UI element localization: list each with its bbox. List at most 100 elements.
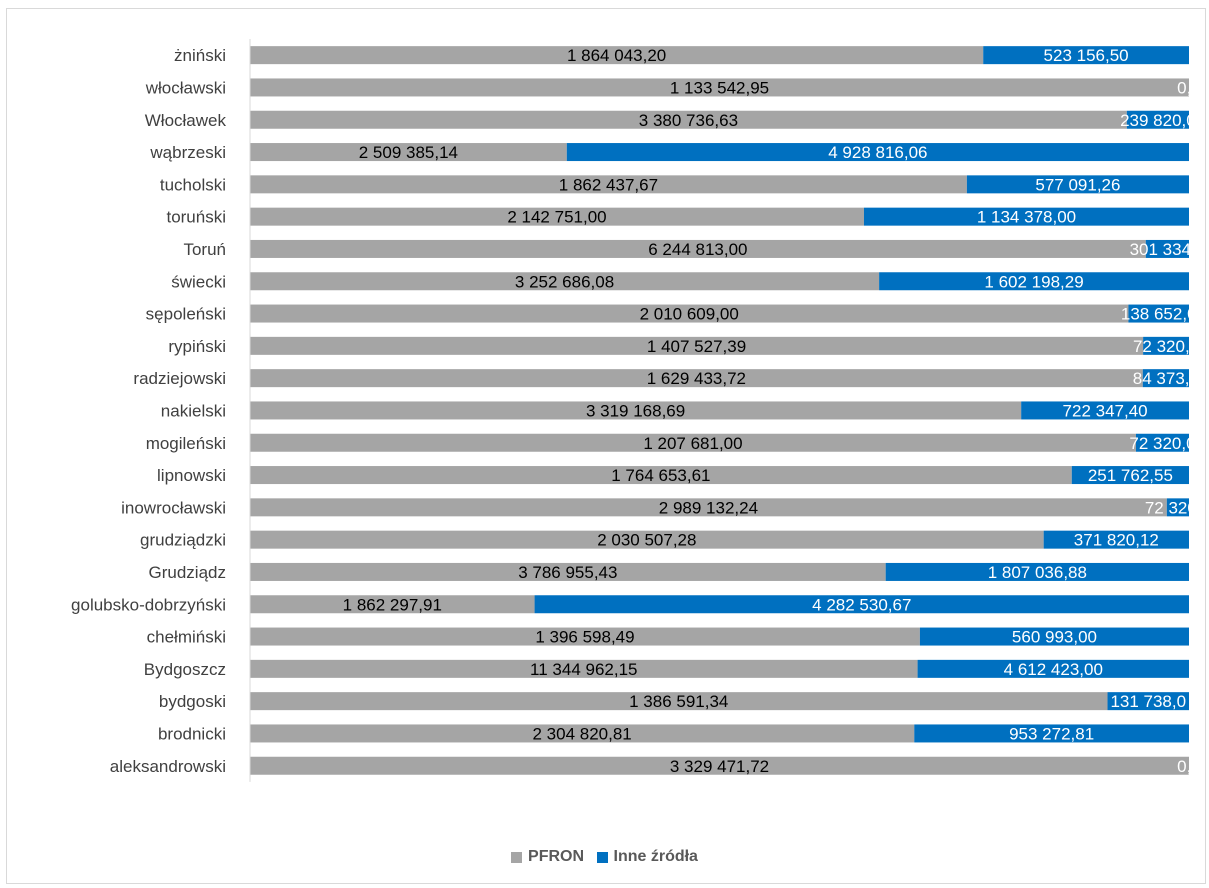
data-label-inne-zrodla: 84 373,0 <box>1133 369 1199 388</box>
bar-pfron <box>250 401 1022 420</box>
data-label-pfron: 3 380 736,63 <box>639 111 738 130</box>
data-label-inne-zrodla: 72 320,0 <box>1145 498 1209 517</box>
data-label-inne-zrodla: 560 993,00 <box>1012 628 1097 647</box>
category-label: aleksandrowski <box>110 757 226 776</box>
data-label-inne-zrodla: 138 652,0 <box>1121 305 1197 324</box>
category-label: Włocławek <box>145 111 227 130</box>
bar-pfron <box>250 143 567 162</box>
data-label-pfron: 1 396 598,49 <box>535 628 634 647</box>
data-label-inne-zrodla: 4 928 816,06 <box>828 143 927 162</box>
category-label: brodnicki <box>158 724 226 743</box>
bar-inne-zrodla <box>1135 433 1189 452</box>
data-label-pfron: 1 864 043,20 <box>567 46 666 65</box>
category-label: radziejowski <box>133 369 226 388</box>
data-label-inne-zrodla: 72 320,0 <box>1129 434 1195 453</box>
bar-inne-zrodla <box>966 175 1189 194</box>
data-label-inne-zrodla: 239 820,0 <box>1120 111 1196 130</box>
data-label-inne-zrodla: 0,0 <box>1177 78 1201 97</box>
data-label-pfron: 2 304 820,81 <box>532 724 631 743</box>
bar-pfron <box>250 78 1189 97</box>
category-label: wąbrzeski <box>149 143 226 162</box>
data-label-inne-zrodla: 953 272,81 <box>1009 724 1094 743</box>
bar-inne-zrodla <box>863 207 1189 226</box>
bar-inne-zrodla <box>917 659 1189 678</box>
data-label-inne-zrodla: 1 134 378,00 <box>977 208 1076 227</box>
data-label-pfron: 1 407 527,39 <box>647 337 746 356</box>
bar-inne-zrodla <box>1143 336 1189 355</box>
bar-pfron <box>250 595 535 614</box>
category-label: inowrocławski <box>121 498 226 517</box>
bar-inne-zrodla <box>1071 466 1189 485</box>
category-label: Grudziądz <box>149 563 226 582</box>
category-label: świecki <box>171 272 226 291</box>
data-label-pfron: 1 207 681,00 <box>643 434 742 453</box>
bar-pfron <box>250 433 1136 452</box>
data-label-pfron: 11 344 962,15 <box>530 660 637 679</box>
bar-inne-zrodla <box>566 143 1189 162</box>
data-label-pfron: 2 030 507,28 <box>597 531 696 550</box>
data-label-inne-zrodla: 523 156,50 <box>1044 46 1129 65</box>
bar-pfron <box>250 724 915 743</box>
data-label-inne-zrodla: 1 602 198,29 <box>984 272 1083 291</box>
bar-inne-zrodla <box>1166 498 1189 517</box>
bar-pfron <box>250 336 1144 355</box>
bar-pfron <box>250 498 1167 517</box>
bar-inne-zrodla <box>1021 401 1189 420</box>
category-label: chełmiński <box>147 628 226 647</box>
legend-item-inne-zrodla: Inne źródła <box>596 848 698 866</box>
legend-swatch-inne-zrodla <box>596 851 608 863</box>
category-label: Bydgoszcz <box>144 660 226 679</box>
bar-pfron <box>250 562 886 581</box>
category-label: nakielski <box>161 401 226 420</box>
bar-inne-zrodla <box>1128 304 1189 323</box>
category-label: Toruń <box>183 240 226 259</box>
category-label: sępoleński <box>146 305 226 324</box>
data-label-inne-zrodla: 4 282 530,67 <box>812 595 911 614</box>
bar-inne-zrodla <box>1107 692 1189 711</box>
data-label-pfron: 2 989 132,24 <box>659 498 758 517</box>
bar-inne-zrodla <box>1043 530 1189 549</box>
bar-pfron <box>250 272 880 291</box>
category-label: rypiński <box>168 337 226 356</box>
bar-pfron <box>250 756 1189 775</box>
bar-pfron <box>250 304 1129 323</box>
category-label: toruński <box>166 208 226 227</box>
data-label-pfron: 1 862 437,67 <box>559 175 658 194</box>
data-label-pfron: 3 319 168,69 <box>586 401 685 420</box>
bar-pfron <box>250 692 1108 711</box>
bar-pfron <box>250 659 918 678</box>
data-label-inne-zrodla: 251 762,55 <box>1088 466 1173 485</box>
bar-inne-zrodla <box>879 272 1189 291</box>
bar-pfron <box>250 110 1127 129</box>
data-label-pfron: 2 509 385,14 <box>359 143 458 162</box>
legend-label-inne-zrodla: Inne źródła <box>613 848 698 865</box>
bar-inne-zrodla <box>914 724 1189 743</box>
category-label: żniński <box>174 46 226 65</box>
data-label-pfron: 1 386 591,34 <box>629 692 728 711</box>
data-label-inne-zrodla: 371 820,12 <box>1074 531 1159 550</box>
data-label-inne-zrodla: 4 612 423,00 <box>1004 660 1103 679</box>
bar-pfron <box>250 239 1146 258</box>
data-label-inne-zrodla: 722 347,40 <box>1063 401 1148 420</box>
data-label-inne-zrodla: 0,0 <box>1177 757 1201 776</box>
legend-label-pfron: PFRON <box>528 848 585 865</box>
data-label-pfron: 2 142 751,00 <box>507 208 606 227</box>
data-label-pfron: 6 244 813,00 <box>648 240 747 259</box>
category-label: bydgoski <box>159 692 226 711</box>
data-label-inne-zrodla: 577 091,26 <box>1035 175 1120 194</box>
data-label-pfron: 1 629 433,72 <box>647 369 746 388</box>
data-label-pfron: 1 764 653,61 <box>611 466 710 485</box>
data-label-pfron: 3 252 686,08 <box>515 272 614 291</box>
category-label: grudziądzki <box>140 531 226 550</box>
bar-inne-zrodla <box>1145 239 1189 258</box>
data-label-pfron: 3 786 955,43 <box>518 563 617 582</box>
bar-pfron <box>250 175 967 194</box>
data-label-inne-zrodla: 72 320,0 <box>1133 337 1199 356</box>
legend: PFRON Inne źródła <box>0 848 1209 868</box>
bar-inne-zrodla <box>534 595 1189 614</box>
bar-pfron <box>250 207 864 226</box>
bar-inne-zrodla <box>1142 369 1189 388</box>
bars-group: 1 864 043,20 523 156,50 1 133 542,95 0,0 3 3… <box>250 46 1209 776</box>
bar-pfron <box>250 369 1143 388</box>
